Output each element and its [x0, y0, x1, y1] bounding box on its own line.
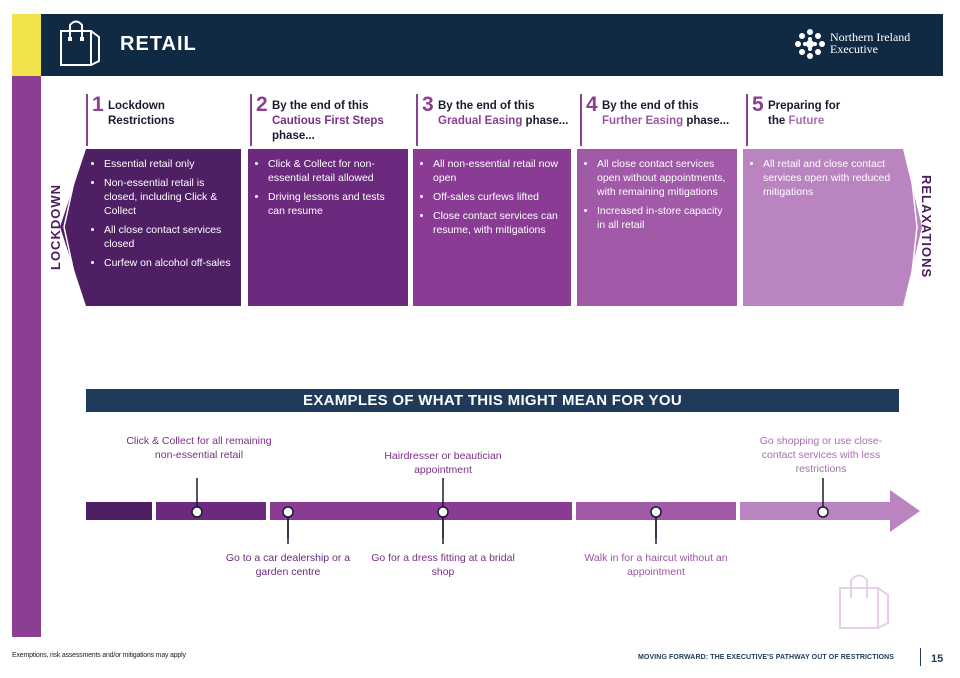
logo-line-2: Executive [830, 42, 878, 56]
phase-4-heading: 4 By the end of this Further Easing phas… [580, 93, 742, 146]
phase-4-box: All close contact services open without … [577, 149, 737, 306]
page-title: RETAIL [120, 33, 197, 55]
timeline-marker [817, 506, 829, 518]
footer-document-title: MOVING FORWARD: THE EXECUTIVE'S PATHWAY … [638, 654, 895, 661]
example-below-1: Go to a car dealership or a garden centr… [225, 552, 351, 578]
footer-note: Exemptions, risk assessments and/or miti… [12, 652, 186, 659]
list-item: Curfew on alcohol off-sales [104, 256, 231, 270]
timeline-segment-3 [270, 502, 572, 520]
page-header [41, 14, 943, 76]
phase-title-prefix: By the end of this [272, 100, 369, 112]
example-above-3: Go shopping or use close-contact service… [759, 435, 883, 475]
list-item: All close contact services open without … [597, 157, 727, 199]
yellow-accent-strip [12, 14, 41, 76]
phase-title: By the end of this Cautious First Steps … [272, 99, 400, 144]
phase-number: 2 [256, 93, 268, 116]
phase-number: 5 [752, 93, 764, 116]
timeline-lower-connectors [287, 517, 657, 544]
phase-title-highlight: Gradual Easing [438, 115, 523, 127]
example-below-3: Walk in for a haircut without an appoint… [584, 552, 728, 578]
phase-2-heading: 2 By the end of this Cautious First Step… [250, 93, 412, 146]
phase-title-prefix: Preparing for the [768, 100, 841, 127]
list-item: Click & Collect for non-essential retail… [268, 157, 398, 185]
page-number: 15 [931, 653, 944, 665]
phase-title-prefix: By the end of this [602, 100, 699, 112]
phase-title-highlight: Cautious First Steps [272, 115, 384, 127]
left-purple-band [12, 76, 41, 637]
footer-divider [920, 648, 921, 666]
list-item: Essential retail only [104, 157, 231, 171]
phase-3-heading: 3 By the end of this Gradual Easing phas… [416, 93, 578, 146]
list-item: All close contact services closed [104, 223, 231, 251]
example-above-2: Hairdresser or beautician appointment [384, 450, 502, 476]
examples-banner: EXAMPLES OF WHAT THIS MIGHT MEAN FOR YOU [86, 389, 899, 412]
list-item: Increased in-store capacity in all retai… [597, 204, 727, 232]
phase-number: 1 [92, 93, 104, 116]
example-above-1: Click & Collect for all remaining non-es… [126, 435, 272, 461]
phase-title-highlight: Future [788, 115, 825, 127]
phase-2-box: Click & Collect for non-essential retail… [248, 149, 408, 306]
timeline-segment-2 [156, 502, 266, 520]
phase-arrow-shape [60, 149, 922, 306]
timeline-marker [191, 506, 203, 518]
phase-number: 4 [586, 93, 598, 116]
phase-title-prefix: By the end of this [438, 100, 535, 112]
list-item: Driving lessons and tests can resume [268, 190, 398, 218]
shopping-bag-icon [60, 20, 100, 66]
shopping-bag-icon [839, 574, 889, 629]
phase-title-suffix: phase... [272, 130, 315, 142]
example-below-2: Go for a dress fitting at a bridal shop [371, 552, 515, 578]
phase-title-highlight: Further Easing [602, 115, 684, 127]
phase-5-box: All retail and close contact services op… [743, 149, 903, 306]
list-item: All non-essential retail now open [433, 157, 561, 185]
logo-line-1: Northern Ireland [830, 30, 911, 44]
timeline-segment-1 [86, 502, 152, 520]
phase-1-box: Essential retail only Non-essential reta… [86, 149, 241, 306]
ni-executive-logo-text: Northern Ireland Executive [830, 31, 910, 55]
timeline-segment-5 [740, 490, 920, 532]
list-item: Non-essential retail is closed, includin… [104, 176, 231, 218]
phase-title: Lockdown Restrictions [108, 100, 175, 127]
phase-5-heading: 5 Preparing for the Future [746, 93, 898, 146]
list-item: All retail and close contact services op… [763, 157, 893, 199]
phase-title-suffix: phase... [683, 115, 730, 127]
phase-title: By the end of this Gradual Easing phase.… [438, 99, 576, 129]
phase-1-heading: 1 Lockdown Restrictions [86, 93, 248, 146]
phase-title: By the end of this Further Easing phase.… [602, 99, 740, 129]
list-item: Off-sales curfews lifted [433, 190, 561, 204]
phase-3-box: All non-essential retail now open Off-sa… [413, 149, 571, 306]
list-item: Close contact services can resume, with … [433, 209, 561, 237]
phase-title: Preparing for the Future [768, 99, 852, 129]
ni-executive-logo-icon [795, 29, 825, 59]
phase-title-suffix: phase... [522, 115, 569, 127]
phase-number: 3 [422, 93, 434, 116]
